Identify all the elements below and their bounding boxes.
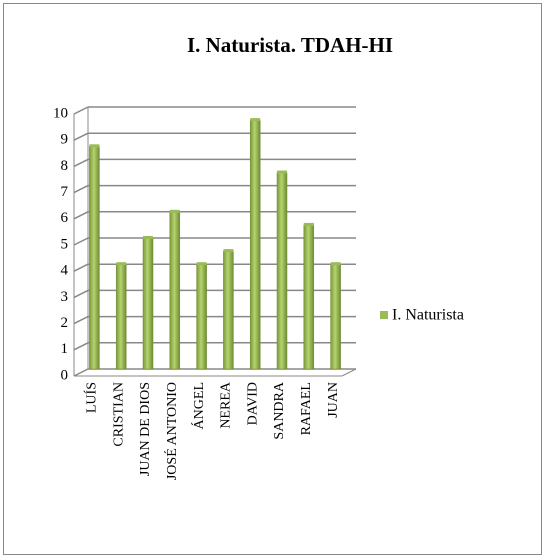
- chart-border: [3, 3, 542, 555]
- bar: [249, 119, 261, 370]
- chart-title: I. Naturista. TDAH-HI: [187, 33, 393, 57]
- bar-top: [330, 262, 341, 266]
- x-tick-label: RAFAEL: [299, 382, 314, 435]
- bar: [115, 263, 127, 370]
- grid-line-side: [73, 184, 89, 194]
- y-tick-label: 3: [61, 289, 69, 305]
- y-tick-label: 8: [61, 158, 69, 174]
- grid-line-side: [73, 289, 89, 299]
- x-tick-label: JUAN: [326, 382, 341, 418]
- legend-label: I. Naturista: [392, 307, 464, 324]
- bar-top: [277, 170, 287, 174]
- floor-edge: [341, 368, 357, 377]
- x-tick-label: NEREA: [219, 381, 234, 429]
- bar-top: [143, 236, 153, 239]
- bar: [303, 224, 315, 370]
- grid-line-side: [73, 263, 89, 272]
- bar: [196, 263, 207, 370]
- x-tick-label: JOSÉ ANTONIO: [163, 382, 180, 480]
- x-tick-label: SANDRA: [272, 381, 287, 439]
- bar: [330, 263, 341, 370]
- y-tick-label: 0: [61, 367, 69, 383]
- legend-swatch: [380, 311, 388, 319]
- bar-top: [303, 222, 314, 226]
- bar-top: [250, 118, 261, 122]
- x-tick-label: JUAN DE DIOS: [138, 382, 153, 476]
- y-tick-label: 4: [61, 263, 69, 279]
- y-tick-label: 10: [53, 105, 68, 121]
- grid-line-side: [73, 106, 89, 115]
- bar-top: [89, 144, 100, 148]
- grid-line-side: [73, 158, 89, 168]
- bar: [142, 237, 154, 370]
- bar: [89, 146, 100, 370]
- grid-line-side: [73, 315, 89, 325]
- grid-line-side: [73, 342, 89, 351]
- grid-line-side: [73, 237, 89, 246]
- x-tick-label: LUÍS: [83, 382, 100, 413]
- grid-line-side: [73, 368, 89, 377]
- bar: [276, 172, 288, 370]
- x-tick-label: DAVID: [245, 382, 260, 425]
- y-tick-label: 6: [61, 210, 69, 226]
- y-tick-label: 5: [61, 236, 69, 252]
- bar-top: [169, 209, 180, 213]
- y-tick-label: 2: [61, 315, 69, 331]
- y-tick-label: 9: [61, 132, 69, 148]
- bar: [169, 211, 181, 370]
- bar-top: [223, 249, 234, 253]
- x-tick-label: ÁNGEL: [190, 382, 207, 429]
- grid-line-side: [73, 211, 89, 220]
- bar-top: [116, 262, 127, 266]
- y-tick-label: 1: [61, 341, 69, 357]
- x-tick-label: CRISTIAN: [111, 382, 126, 447]
- grid-line-side: [73, 132, 89, 141]
- y-tick-label: 7: [61, 184, 69, 200]
- bar: [223, 250, 234, 370]
- bar-top: [196, 262, 207, 266]
